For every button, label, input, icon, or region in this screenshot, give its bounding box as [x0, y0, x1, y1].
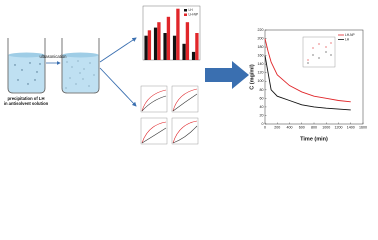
x-tick-label: 600 [299, 125, 305, 129]
caption-line: precipitation of LH [8, 96, 45, 101]
x-tick-label: 200 [274, 125, 280, 129]
y-axis-label: C (mg/ml) [249, 64, 255, 90]
y-tick-label: 0 [262, 122, 264, 126]
caption-line: in antisolvent solution [4, 101, 49, 106]
line-series [264, 55, 351, 111]
bar [157, 22, 161, 60]
subplots [140, 85, 199, 145]
legend-label: LH [189, 8, 194, 12]
inset [302, 36, 336, 68]
y-tick-label: 120 [258, 71, 264, 75]
legend-label: LH [345, 37, 350, 41]
bar [191, 51, 196, 60]
bar [144, 35, 148, 60]
bar [182, 43, 186, 60]
legend-swatch [184, 13, 187, 16]
bar [153, 27, 158, 61]
legend-label: LH-NP [189, 13, 199, 17]
branch-arrow [99, 37, 137, 63]
legend-swatch [184, 9, 187, 12]
x-axis-label: Time (min) [300, 136, 328, 142]
y-tick-label: 40 [260, 105, 264, 109]
y-tick-label: 160 [258, 54, 264, 58]
y-tick-label: 100 [258, 79, 264, 83]
y-tick-label: 20 [260, 113, 264, 117]
bar [172, 35, 177, 60]
branch-arrow [99, 67, 137, 107]
bar [195, 33, 199, 60]
y-tick-label: 60 [260, 96, 264, 100]
graphical-abstract: ultrasonication precipitation of LH in a… [4, 5, 367, 145]
y-tick-label: 180 [258, 45, 264, 49]
x-tick-label: 800 [311, 125, 317, 129]
big-arrow [205, 61, 249, 89]
x-tick-label: 1600 [359, 125, 367, 129]
y-tick-label: 220 [258, 28, 264, 32]
x-tick-label: 1400 [347, 125, 355, 129]
bar [176, 8, 180, 60]
beaker-left [7, 38, 46, 94]
x-tick-label: 1000 [322, 125, 330, 129]
x-tick-label: 0 [264, 125, 266, 129]
line-series [264, 38, 351, 103]
beaker-right [61, 38, 100, 94]
y-tick-label: 140 [258, 62, 264, 66]
legend-label: LH-NP [345, 33, 355, 37]
bar [185, 22, 190, 60]
y-tick-label: 80 [260, 88, 264, 92]
bar [163, 33, 167, 60]
y-tick-label: 200 [258, 36, 264, 40]
x-tick-label: 1200 [335, 125, 343, 129]
bar [147, 30, 152, 60]
plot-frame [142, 5, 201, 61]
step-label: ultrasonication [39, 54, 67, 59]
x-tick-label: 400 [287, 125, 293, 129]
bar [166, 16, 171, 60]
